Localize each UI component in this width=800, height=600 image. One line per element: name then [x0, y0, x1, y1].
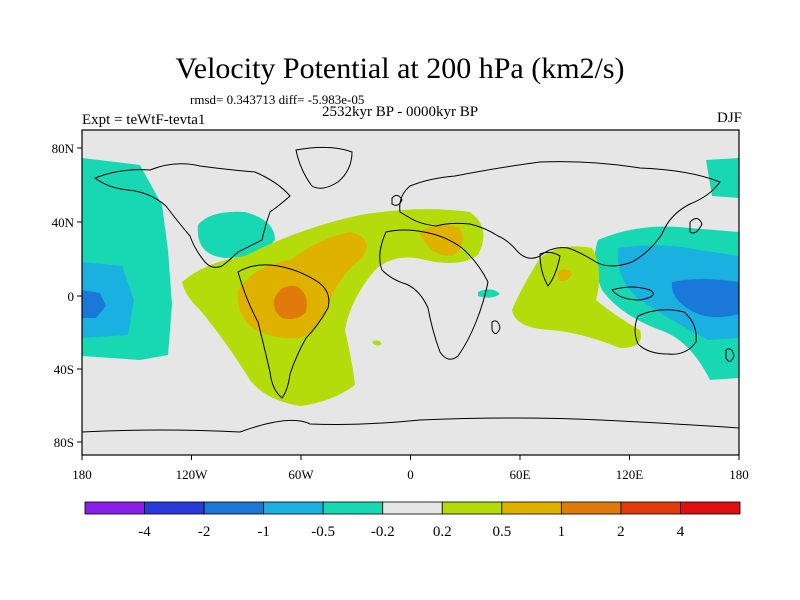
- season-label: DJF: [716, 110, 742, 126]
- colorbar-swatch: [501, 501, 562, 515]
- colorbar-label: 1: [558, 524, 566, 540]
- colorbar: -4 -2 -1 -0.5 -0.2 0.2 0.5 1 2 4: [84, 501, 741, 540]
- colorbar-swatch: [203, 501, 265, 515]
- lat-tick-label: 40S: [54, 362, 74, 377]
- lon-tick-label: 60W: [288, 467, 314, 482]
- contour-neg-east-pacific-inner: [82, 262, 134, 338]
- colorbar-label: -1: [257, 524, 270, 540]
- colorbar-label: 2: [617, 524, 625, 540]
- coast-japan: [689, 218, 703, 234]
- period-label: 2532kyr BP - 0000kyr BP: [322, 104, 479, 120]
- coast-antarctica: [82, 417, 739, 433]
- contour-pos-indian-ocean-inner: [558, 269, 572, 282]
- colorbar-swatch: [144, 501, 205, 515]
- lat-tick-label: 80S: [54, 435, 74, 450]
- colorbar-label: -4: [138, 524, 151, 540]
- coast-africa: [379, 229, 489, 360]
- contour-neg-arctic-east: [706, 158, 739, 198]
- colorbar-swatch: [680, 501, 741, 515]
- coast-greenland: [295, 146, 353, 189]
- coast-eurasia: [399, 161, 721, 267]
- contour-neg-east-pacific-core: [82, 290, 106, 318]
- colorbar-swatch: [382, 501, 443, 515]
- coast-australia: [634, 309, 697, 355]
- coast-madagascar: [491, 320, 501, 334]
- contour-neg-west-pacific-core: [671, 279, 739, 318]
- coast-south-america: [237, 264, 330, 399]
- coast-india: [539, 251, 561, 287]
- lat-tick-label: 40N: [52, 215, 75, 230]
- contour-pos-south-america-core: [273, 285, 307, 320]
- colorbar-swatch: [560, 501, 622, 515]
- coast-uk: [391, 194, 403, 206]
- colorbar-swatch: [263, 501, 324, 515]
- lon-tick-label: 180: [72, 467, 92, 482]
- coast-new-zealand: [725, 348, 735, 362]
- lon-tick-label: 180: [729, 467, 749, 482]
- colorbar-label: -0.2: [371, 524, 395, 540]
- contour-pos-atlantic-america: [182, 209, 484, 406]
- plot-title: Velocity Potential at 200 hPa (km2/s): [175, 52, 625, 85]
- coast-indonesia: [611, 286, 654, 301]
- colorbar-label: 0.2: [433, 524, 452, 540]
- contour-neg-north-atlantic: [197, 211, 275, 258]
- experiment-label: Expt = teWtF-tevta1: [82, 112, 206, 128]
- colorbar-swatch: [322, 501, 384, 515]
- contour-pos-south-atlantic-dot: [372, 340, 382, 346]
- latitude-axis: 80N 40N 0 40S 80S: [52, 141, 82, 450]
- colorbar-label: 0.5: [492, 524, 511, 540]
- lon-tick-label: 120E: [616, 467, 644, 482]
- coast-north-america: [93, 163, 291, 268]
- contour-pos-mediterranean: [420, 224, 463, 256]
- colorbar-label: 4: [677, 524, 685, 540]
- lon-tick-label: 60E: [510, 467, 531, 482]
- colorbar-swatch: [441, 501, 503, 515]
- colorbar-label: -2: [198, 524, 211, 540]
- contour-pos-indian-ocean: [512, 246, 642, 348]
- lat-tick-label: 0: [68, 289, 75, 304]
- lon-tick-label: 0: [407, 467, 414, 482]
- longitude-axis: 180 120W 60W 0 60E 120E 180: [72, 455, 749, 482]
- contour-pos-atlantic-america-inner: [237, 232, 367, 339]
- colorbar-label: -0.5: [311, 524, 335, 540]
- lon-tick-label: 120W: [176, 467, 209, 482]
- colorbar-swatch: [84, 501, 145, 515]
- stats-text: rmsd= 0.343713 diff= -5.983e-05: [190, 92, 365, 107]
- contour-neg-east-africa: [478, 289, 500, 298]
- lat-tick-label: 80N: [52, 141, 75, 156]
- colorbar-swatch: [620, 501, 681, 515]
- coastlines: [82, 146, 739, 433]
